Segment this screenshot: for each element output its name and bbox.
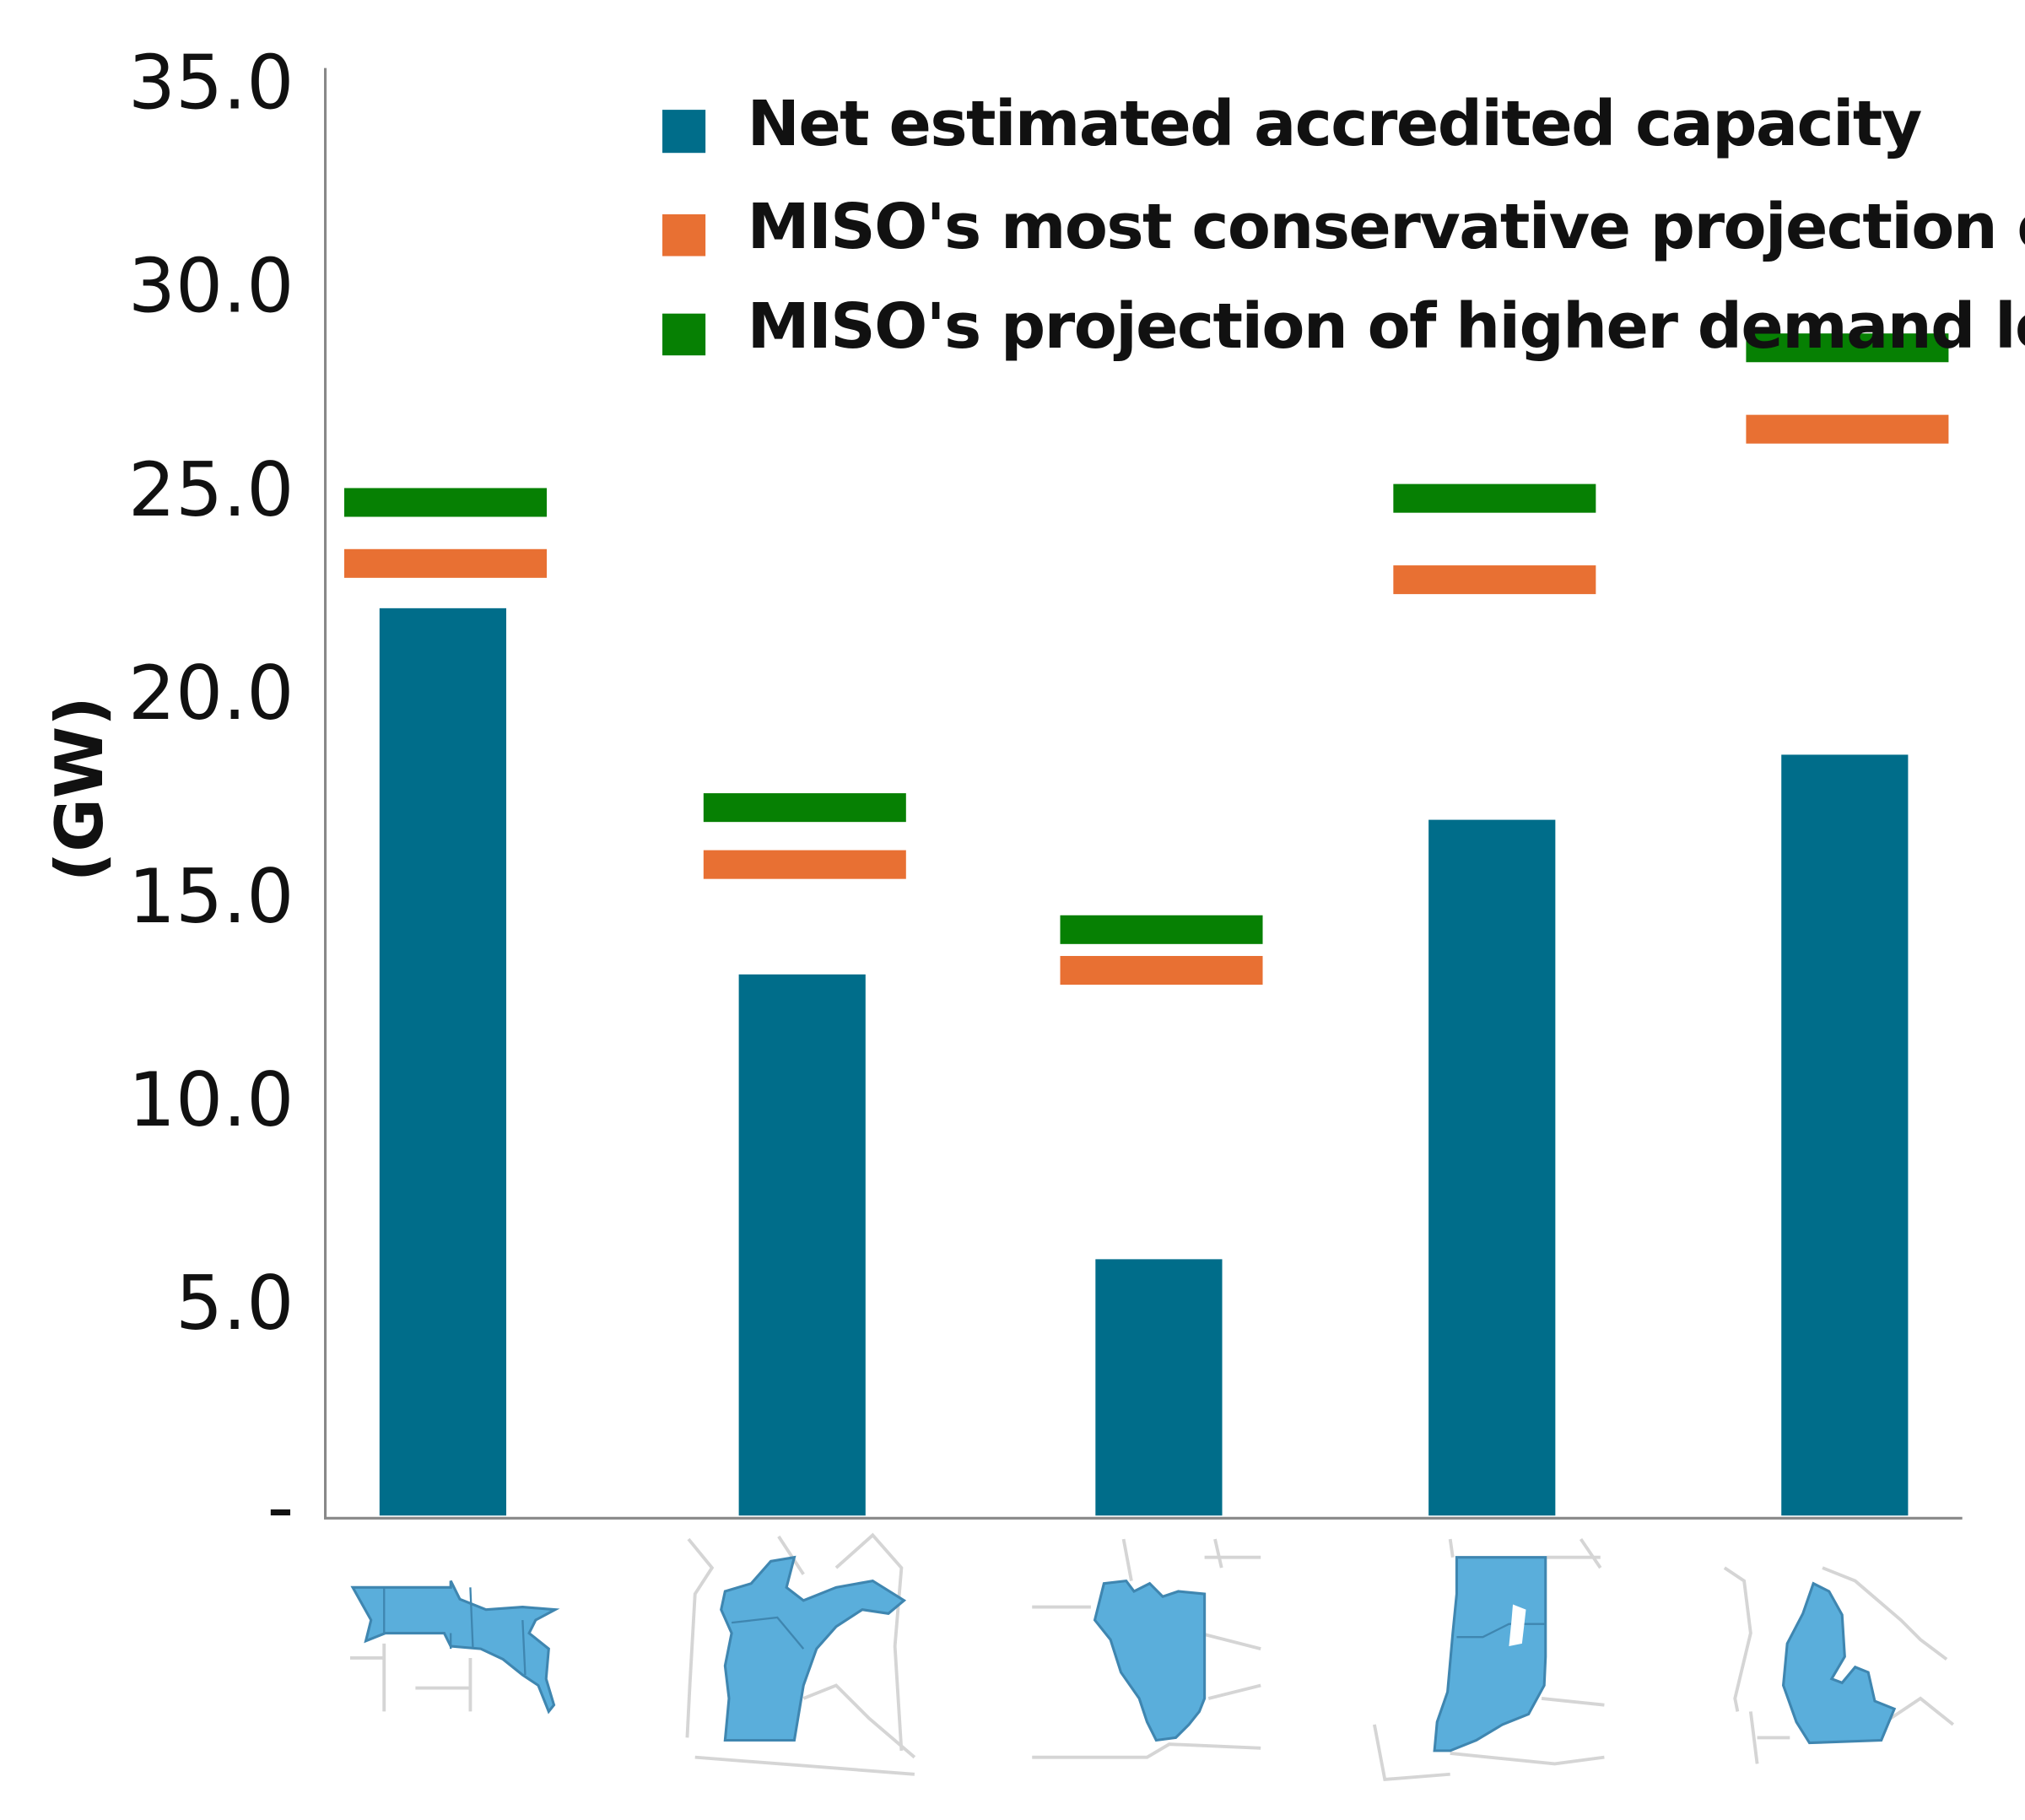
map-indiana-icon — [1373, 1537, 1605, 1782]
legend-item-higher: MISO's projection of higher demand load — [662, 289, 2025, 363]
y-tick-label: 35.0 — [128, 40, 294, 127]
conservative-demand-marker — [703, 850, 906, 879]
capacity-bar — [738, 974, 866, 1516]
legend-label-conservative: MISO's most conservative projection of d… — [748, 190, 2025, 263]
y-tick-label: 5.0 — [176, 1260, 294, 1347]
map-lower-michigan-icon — [1723, 1566, 1955, 1764]
y-tick-label: 30.0 — [128, 243, 294, 330]
capacity-bar — [1095, 1259, 1223, 1516]
higher-demand-marker — [1060, 915, 1263, 944]
y-tick-label: 25.0 — [128, 446, 294, 533]
y-tick-label: 15.0 — [128, 853, 294, 940]
legend-swatch-conservative — [662, 213, 706, 257]
legend-swatch-higher — [662, 313, 706, 356]
legend-label-higher: MISO's projection of higher demand load — [748, 289, 2025, 363]
conservative-demand-marker — [344, 548, 547, 578]
legend-swatch-capacity — [662, 110, 706, 154]
higher-demand-marker — [344, 488, 547, 517]
map-illinois-icon — [1032, 1538, 1261, 1759]
legend-item-capacity: Net estimated accredited capacity — [662, 87, 1923, 160]
map-wisconsin-upper-michigan-icon — [685, 1532, 916, 1776]
map-minnesota-dakotas-icon — [349, 1580, 560, 1715]
y-tick-label: 20.0 — [128, 650, 294, 737]
dashes — [344, 333, 1949, 986]
higher-demand-marker — [703, 793, 906, 823]
higher-demand-marker — [1746, 333, 1949, 363]
y-tick-label: 10.0 — [128, 1056, 294, 1143]
legend: Net estimated accredited capacity MISO's… — [662, 87, 2025, 363]
capacity-bar — [379, 608, 506, 1516]
bars — [379, 608, 1909, 1516]
y-axis-label: (GW) — [42, 696, 118, 882]
y-tick-label: - — [267, 1463, 294, 1550]
conservative-demand-marker — [1060, 955, 1263, 986]
capacity-bar — [1781, 754, 1909, 1516]
conservative-demand-marker — [1746, 414, 1949, 444]
y-ticks: - 5.0 10.0 15.0 20.0 25.0 30.0 35.0 — [128, 40, 294, 1551]
conservative-demand-marker — [1393, 565, 1596, 595]
capacity-bar — [1428, 819, 1556, 1516]
legend-label-capacity: Net estimated accredited capacity — [748, 87, 1922, 160]
higher-demand-marker — [1393, 483, 1596, 513]
legend-item-conservative: MISO's most conservative projection of d… — [662, 190, 2025, 263]
